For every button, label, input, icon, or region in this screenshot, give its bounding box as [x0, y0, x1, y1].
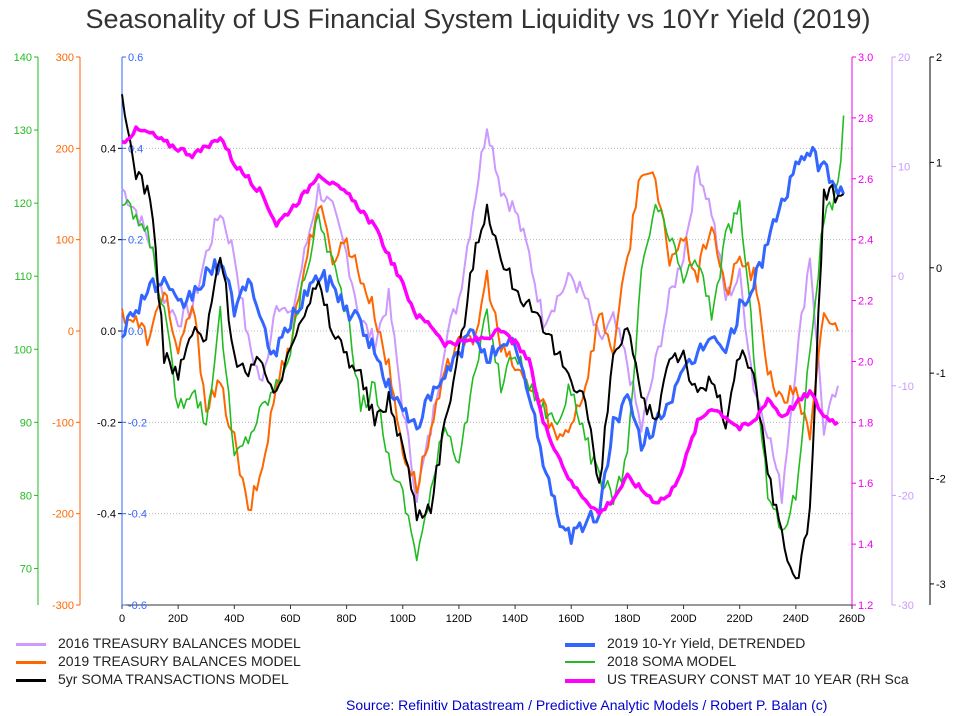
series-2019-10-yr-yield-detrended: [120, 145, 845, 545]
x-tick-label: 140D: [502, 613, 528, 625]
legend-label: 2016 TREASURY BALANCES MODEL: [58, 635, 301, 651]
orange-tick-label: 100: [56, 235, 74, 247]
legend-label: 2019 TREASURY BALANCES MODEL: [58, 653, 301, 669]
black-tick-label: -0.2: [97, 417, 116, 429]
far-right-tick-label: -3: [936, 579, 946, 591]
x-tick-label: 40D: [224, 613, 244, 625]
x-tick-label: 0: [119, 613, 125, 625]
lavender-tick-label: -20: [898, 490, 914, 502]
black-tick-label: 0.0: [101, 326, 116, 338]
series-us-treasury-const-mat-10-year-rh-sca: [121, 125, 839, 516]
blue-tick-label: -0.6: [128, 600, 147, 612]
magenta-tick-label: 1.2: [858, 600, 873, 612]
black-tick-label: -0.4: [97, 509, 116, 521]
far-right-tick-label: 2: [936, 52, 942, 64]
orange-tick-label: 200: [56, 143, 74, 155]
legend-swatch: [16, 661, 46, 664]
black-tick-label: 0.2: [101, 235, 116, 247]
x-tick-label: 20D: [168, 613, 188, 625]
x-tick-label: 240D: [783, 613, 809, 625]
green-tick-label: 120: [14, 198, 32, 210]
green-tick-label: 100: [14, 344, 32, 356]
blue-tick-label: -0.2: [128, 417, 147, 429]
x-tick-label: 60D: [280, 613, 300, 625]
x-tick-label: 160D: [558, 613, 584, 625]
legend-swatch: [565, 643, 595, 647]
orange-tick-label: 300: [56, 52, 74, 64]
magenta-tick-label: 2.4: [858, 235, 873, 247]
orange-tick-label: 0: [68, 326, 74, 338]
orange-tick-label: -100: [52, 417, 74, 429]
axes: 0 20D 40D 60D 80D 100D 120D 140D 160D 180D 200D 220…: [14, 52, 946, 625]
far-right-tick-label: 1: [936, 157, 942, 169]
legend-label: 2019 10-Yr Yield, DETRENDED: [607, 635, 806, 651]
blue-tick-label: 0.2: [128, 235, 143, 247]
series-5yr-soma-transactions-model: [121, 94, 845, 580]
lavender-tick-label: -30: [898, 600, 914, 612]
x-tick-label: 180D: [614, 613, 640, 625]
blue-tick-label: 0.6: [128, 52, 143, 64]
lavender-tick-label: 20: [898, 52, 910, 64]
orange-tick-label: -200: [52, 509, 74, 521]
legend-swatch: [16, 679, 46, 682]
series-lines: [120, 94, 845, 580]
legend-swatch: [565, 679, 595, 683]
magenta-tick-label: 1.4: [858, 539, 873, 551]
blue-tick-label: -0.4: [128, 509, 147, 521]
green-tick-label: 80: [20, 490, 32, 502]
magenta-tick-label: 2.0: [858, 356, 873, 368]
far-right-tick-label: -1: [936, 368, 946, 380]
magenta-tick-label: 2.6: [858, 174, 873, 186]
chart-plot: 0 20D 40D 60D 80D 100D 120D 140D 160D 180D 200D 220…: [14, 52, 946, 625]
green-tick-label: 140: [14, 52, 32, 64]
legend-label: US TREASURY CONST MAT 10 YEAR (RH Sca: [607, 671, 909, 687]
orange-tick-label: -300: [52, 600, 74, 612]
legend-label: 5yr SOMA TRANSACTIONS MODEL: [58, 671, 289, 687]
far-right-tick-label: 0: [936, 263, 942, 275]
chart-title: Seasonality of US Financial System Liqui…: [85, 4, 871, 34]
green-tick-label: 130: [14, 125, 32, 137]
x-tick-label: 80D: [337, 613, 357, 625]
green-tick-label: 90: [20, 417, 32, 429]
legend-swatch: [16, 643, 46, 646]
lavender-tick-label: 0: [898, 271, 904, 283]
legend-swatch: [565, 661, 595, 663]
green-tick-label: 110: [14, 271, 32, 283]
gridlines: [122, 147, 852, 515]
magenta-tick-label: 2.2: [858, 296, 873, 308]
series-2019-treasury-balances-model: [121, 171, 839, 512]
series-2018-soma-model: [121, 115, 845, 562]
lavender-tick-label: -10: [898, 381, 914, 393]
x-tick-label: 120D: [446, 613, 472, 625]
green-tick-label: 70: [20, 563, 32, 575]
black-tick-label: 0.4: [101, 143, 116, 155]
source-note: Source: Refinitiv Datastream / Predictiv…: [346, 697, 828, 713]
series-2016-treasury-balances-model: [121, 128, 839, 504]
far-right-tick-label: -2: [936, 474, 946, 486]
x-tick-label: 100D: [390, 613, 416, 625]
lavender-tick-label: 10: [898, 162, 910, 174]
x-tick-label: 260D: [839, 613, 865, 625]
blue-tick-label: 0.0: [128, 326, 143, 338]
magenta-tick-label: 2.8: [858, 113, 873, 125]
magenta-tick-label: 3.0: [858, 52, 873, 64]
legend-label: 2018 SOMA MODEL: [607, 653, 737, 669]
x-tick-label: 220D: [727, 613, 753, 625]
magenta-tick-label: 1.8: [858, 417, 873, 429]
x-tick-label: 200D: [670, 613, 696, 625]
magenta-tick-label: 1.6: [858, 478, 873, 490]
